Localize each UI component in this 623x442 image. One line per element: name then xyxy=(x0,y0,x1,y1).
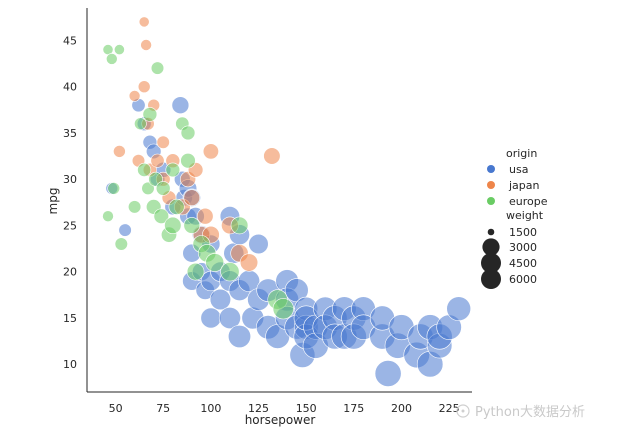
legend-hue-title: origin xyxy=(506,147,537,160)
data-point-europe xyxy=(134,117,147,130)
data-point-europe xyxy=(155,181,171,196)
data-point-japan xyxy=(113,145,126,158)
data-point-usa xyxy=(171,96,190,114)
data-point-japan xyxy=(196,207,214,225)
legend-label-japan: japan xyxy=(508,179,540,192)
data-point-europe xyxy=(102,210,114,222)
x-tick-label: 75 xyxy=(156,402,170,415)
data-point-europe xyxy=(186,262,205,281)
data-point-europe xyxy=(142,107,158,122)
legend-size-label: 1500 xyxy=(509,226,537,239)
legend-marker-europe xyxy=(487,197,495,205)
data-point-europe xyxy=(128,200,142,214)
x-tick-label: 100 xyxy=(200,402,221,415)
x-tick-label: 50 xyxy=(109,402,123,415)
data-point-usa xyxy=(228,324,252,348)
y-tick-label: 25 xyxy=(63,219,77,232)
watermark-icon xyxy=(456,404,470,418)
data-point-europe xyxy=(183,217,201,234)
x-tick-label: 200 xyxy=(391,402,412,415)
x-tick-label: 150 xyxy=(296,402,317,415)
data-point-europe xyxy=(168,198,185,215)
legend-label-usa: usa xyxy=(509,163,528,176)
data-point-europe xyxy=(180,125,196,141)
data-point-japan xyxy=(128,90,141,102)
legend-size-marker xyxy=(482,238,500,256)
data-point-europe xyxy=(180,153,196,169)
y-tick-label: 30 xyxy=(63,173,77,186)
data-point-japan xyxy=(263,147,281,165)
watermark-icon-dot xyxy=(461,409,465,413)
x-axis-title: horsepower xyxy=(245,413,316,427)
data-point-europe xyxy=(165,162,181,178)
data-point-japan xyxy=(137,80,151,93)
data-point-japan xyxy=(202,143,219,160)
points-layer xyxy=(102,16,472,387)
data-point-europe xyxy=(114,44,125,55)
data-point-europe xyxy=(114,237,128,251)
y-axis-title: mpg xyxy=(46,188,60,215)
data-point-europe xyxy=(220,262,240,282)
data-point-japan xyxy=(239,253,259,272)
legend-marker-japan xyxy=(487,181,495,189)
y-tick-label: 15 xyxy=(63,312,77,325)
legend-marker-usa xyxy=(487,165,495,173)
data-point-europe xyxy=(141,181,155,195)
data-point-usa xyxy=(209,288,231,311)
data-point-usa xyxy=(446,296,472,322)
y-tick-labels: 10 15 20 25 30 35 40 45 xyxy=(63,34,77,371)
data-point-japan xyxy=(156,135,170,149)
data-point-europe xyxy=(205,253,225,272)
legend-size-label: 6000 xyxy=(509,273,537,286)
x-tick-label: 175 xyxy=(343,402,364,415)
data-point-japan xyxy=(183,189,201,206)
legend: origin usa japan europe weight 1500 3000 450… xyxy=(481,147,548,289)
x-tick-label: 125 xyxy=(248,402,269,415)
data-point-japan xyxy=(138,16,150,28)
legend-size-label: 3000 xyxy=(509,241,537,254)
data-point-usa xyxy=(374,360,402,387)
legend-size-marker xyxy=(481,269,501,289)
data-point-europe xyxy=(106,53,118,65)
watermark: Python大数据分析 xyxy=(456,404,585,420)
data-point-europe xyxy=(137,162,152,177)
data-point-usa xyxy=(200,307,222,329)
y-tick-label: 20 xyxy=(63,266,77,279)
watermark-text: Python大数据分析 xyxy=(475,405,585,420)
data-point-usa xyxy=(218,306,241,329)
data-point-europe xyxy=(153,208,170,224)
legend-size-marker xyxy=(487,228,495,236)
x-tick-labels: 50 75 100 125 150 175 200 225 xyxy=(109,402,460,415)
legend-size-label: 4500 xyxy=(509,257,537,270)
data-point-europe xyxy=(164,216,182,234)
legend-size-title: weight xyxy=(506,209,544,222)
data-point-japan xyxy=(140,39,152,51)
y-tick-label: 10 xyxy=(63,358,77,371)
legend-size-marker xyxy=(481,253,501,273)
y-tick-label: 45 xyxy=(63,34,77,47)
legend-hue-entries: usa japan europe xyxy=(487,163,548,208)
data-point-usa xyxy=(118,223,132,237)
data-point-europe xyxy=(272,298,294,320)
y-tick-label: 40 xyxy=(63,81,77,94)
data-point-europe xyxy=(107,182,120,195)
data-point-japan xyxy=(150,153,165,168)
data-point-europe xyxy=(150,61,165,75)
x-tick-label: 225 xyxy=(439,402,460,415)
legend-label-europe: europe xyxy=(509,195,548,208)
legend-size-entries: 1500 3000 4500 6000 xyxy=(481,226,537,289)
y-tick-label: 35 xyxy=(63,127,77,140)
data-point-europe xyxy=(230,216,249,235)
data-point-usa xyxy=(248,233,269,255)
